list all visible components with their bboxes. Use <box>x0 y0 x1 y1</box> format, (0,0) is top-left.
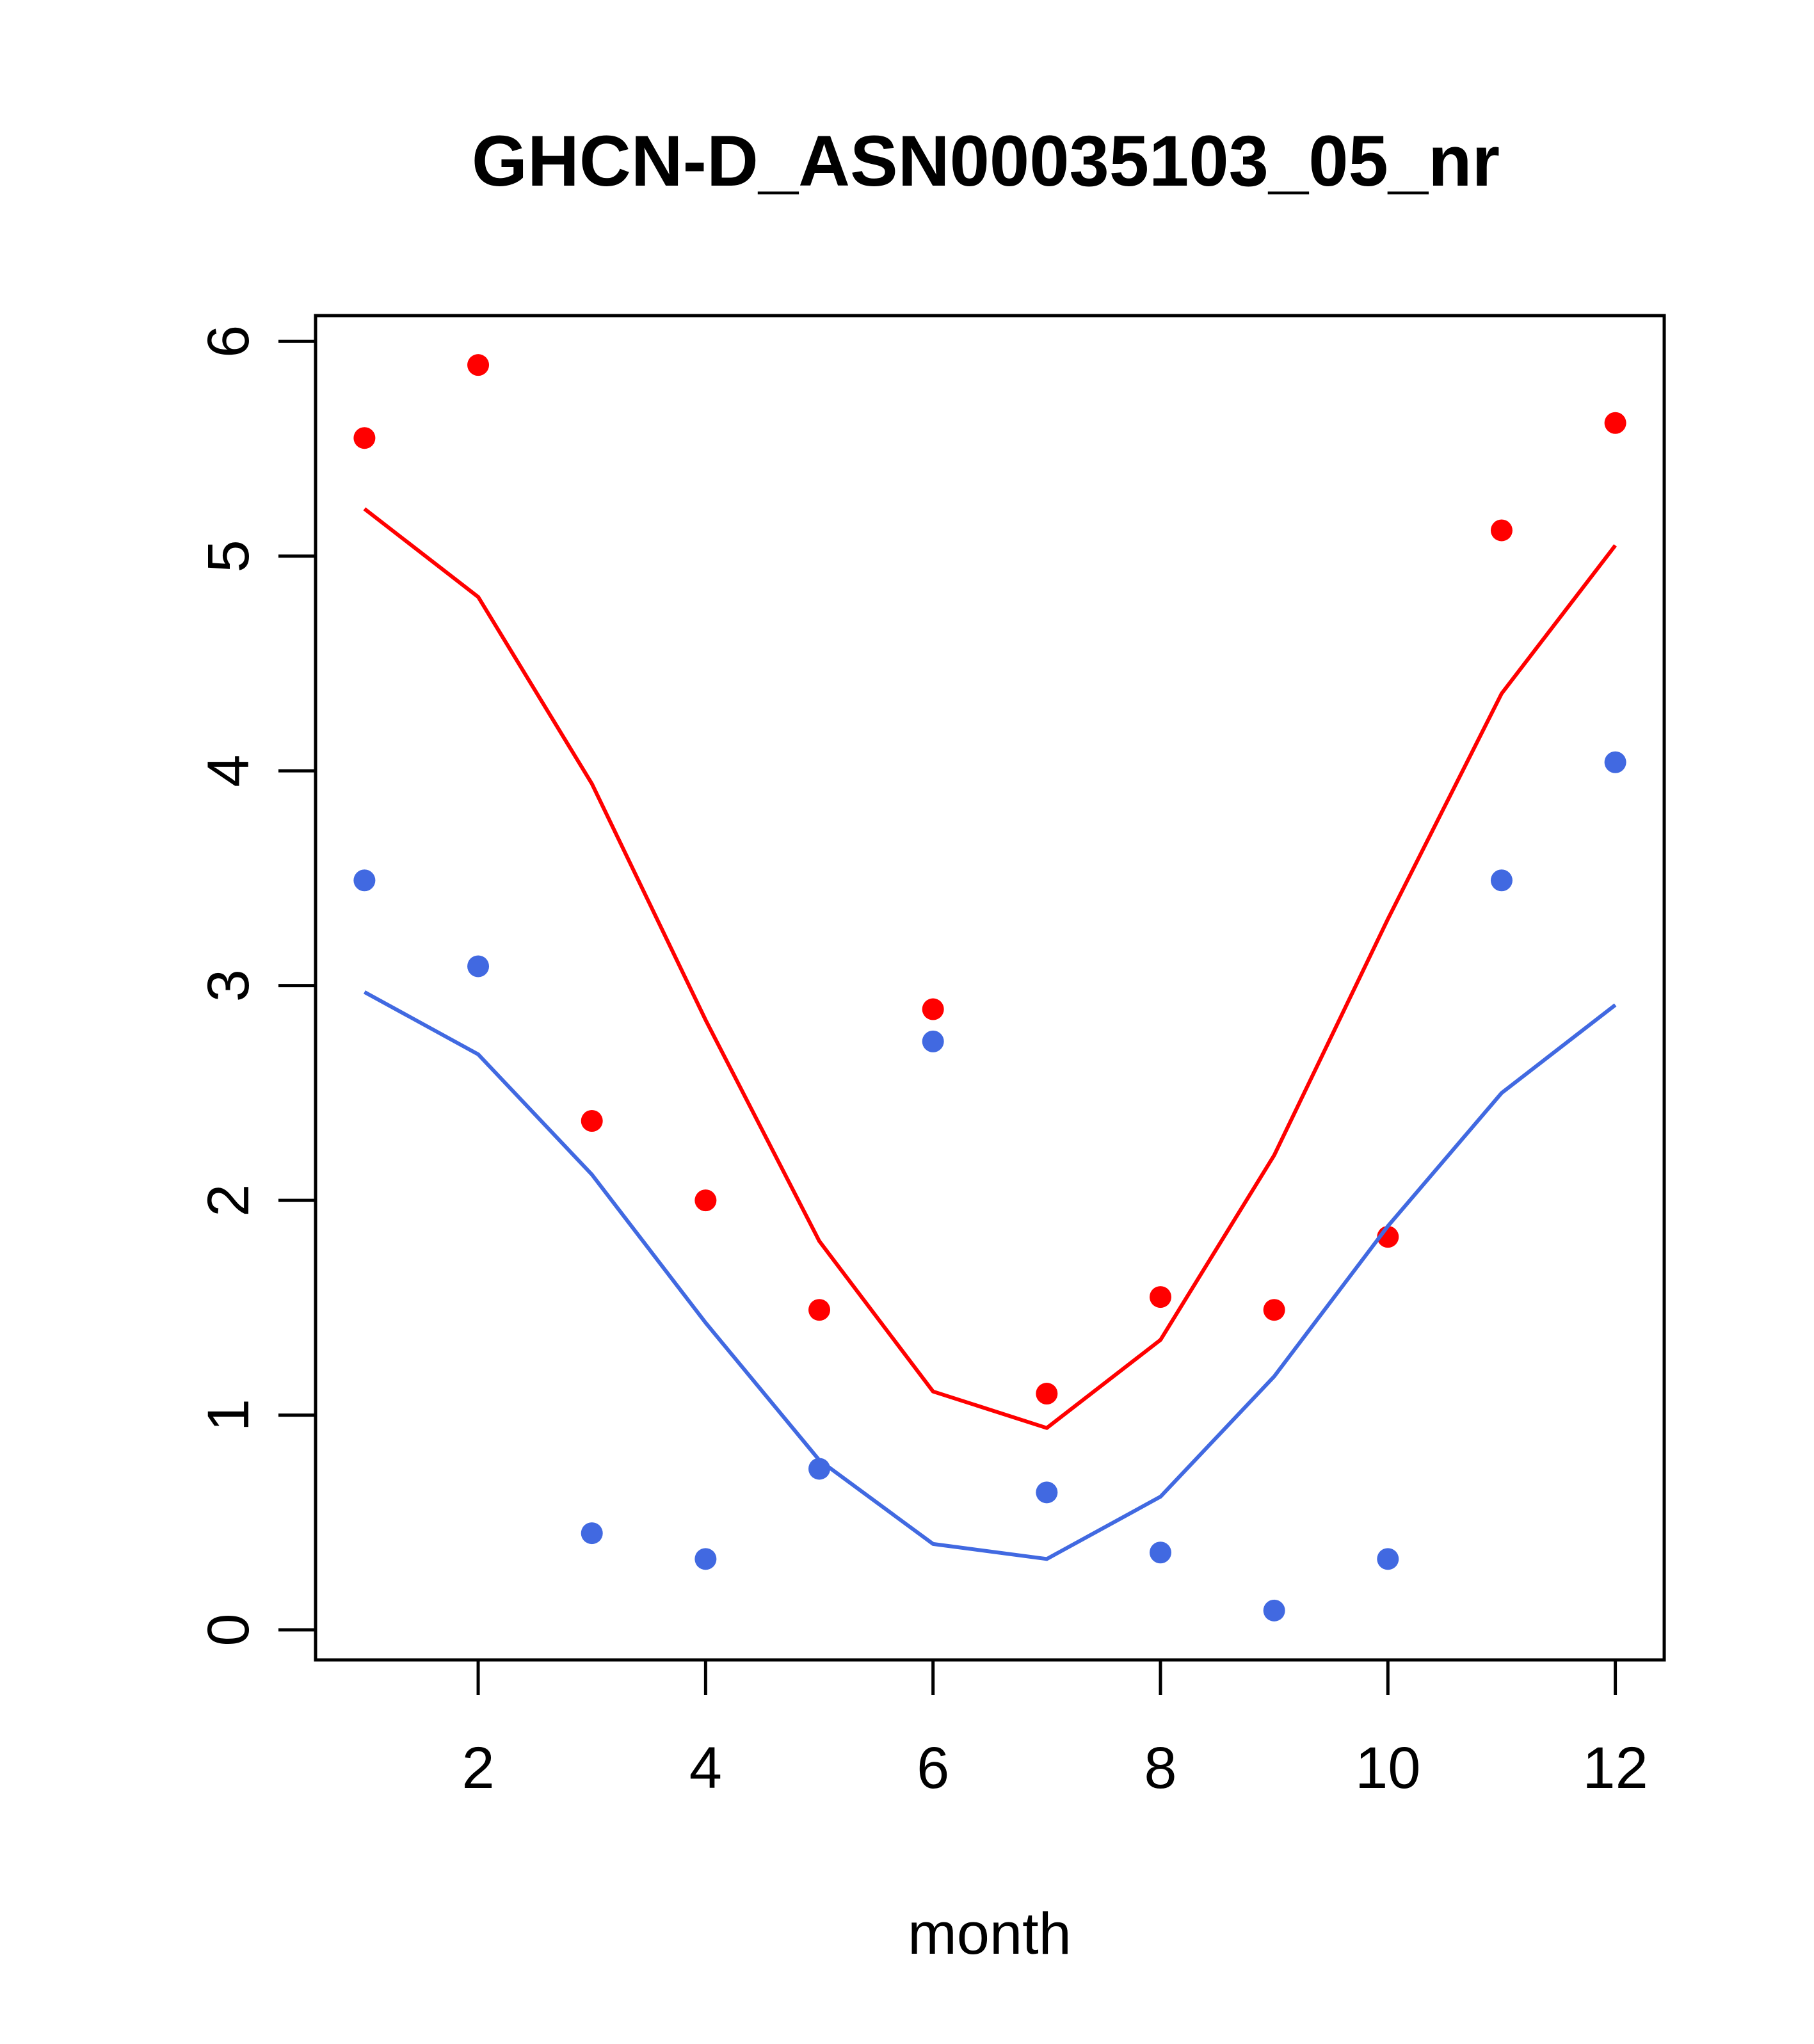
y-tick-label-1: 1 <box>196 1399 261 1431</box>
series-0-point-11 <box>1490 519 1513 542</box>
y-tick-label-4: 4 <box>196 755 261 787</box>
y-tick-label-3: 3 <box>196 969 261 1002</box>
series-1-line <box>363 990 1617 1561</box>
series-1-point-5 <box>808 1458 831 1480</box>
series-0-point-8 <box>1149 1286 1171 1308</box>
y-tick-label-2: 2 <box>196 1184 261 1217</box>
series-0-point-5 <box>808 1299 831 1321</box>
y-axis: 0 1 2 3 4 5 6 <box>196 325 317 1646</box>
x-tick-label-4: 4 <box>689 1735 722 1801</box>
x-tick-label-8: 8 <box>1144 1735 1176 1801</box>
series-1-point-12 <box>1604 751 1626 773</box>
x-tick-label-10: 10 <box>1355 1735 1420 1801</box>
series-1-point-4 <box>694 1548 717 1570</box>
x-axis-label: month <box>908 1901 1072 1967</box>
x-tick-label-12: 12 <box>1582 1735 1648 1801</box>
series-0-point-4 <box>694 1189 717 1212</box>
series-0-point-6 <box>922 998 944 1020</box>
series-0-point-9 <box>1263 1299 1285 1321</box>
series-1-point-2 <box>467 955 490 978</box>
series-1-point-1 <box>353 869 376 892</box>
plot-frame <box>314 314 1666 1662</box>
series-0-point-12 <box>1604 412 1626 434</box>
x-axis: 2 4 6 8 10 12 <box>462 1658 1648 1801</box>
y-tick-label-6: 6 <box>196 325 261 358</box>
series-layer <box>353 354 1626 1622</box>
series-0-point-7 <box>1036 1383 1058 1405</box>
series-1-point-9 <box>1263 1599 1285 1622</box>
y-tick-label-0: 0 <box>196 1613 261 1646</box>
series-0-line <box>363 507 1617 1430</box>
y-tick-label-5: 5 <box>196 540 261 572</box>
series-1-point-6 <box>922 1030 944 1052</box>
chart-title: GHCN-D_ASN00035103_05_nr <box>472 121 1500 201</box>
series-0-point-3 <box>581 1109 603 1132</box>
series-0-point-1 <box>353 427 376 449</box>
series-1-point-11 <box>1490 869 1513 892</box>
x-tick-label-2: 2 <box>462 1735 494 1801</box>
x-tick-label-6: 6 <box>917 1735 949 1801</box>
series-1-point-10 <box>1377 1548 1399 1570</box>
series-0-point-2 <box>467 354 490 376</box>
series-1-point-8 <box>1149 1541 1171 1564</box>
series-1-point-7 <box>1036 1481 1058 1504</box>
series-1-point-3 <box>581 1522 603 1545</box>
